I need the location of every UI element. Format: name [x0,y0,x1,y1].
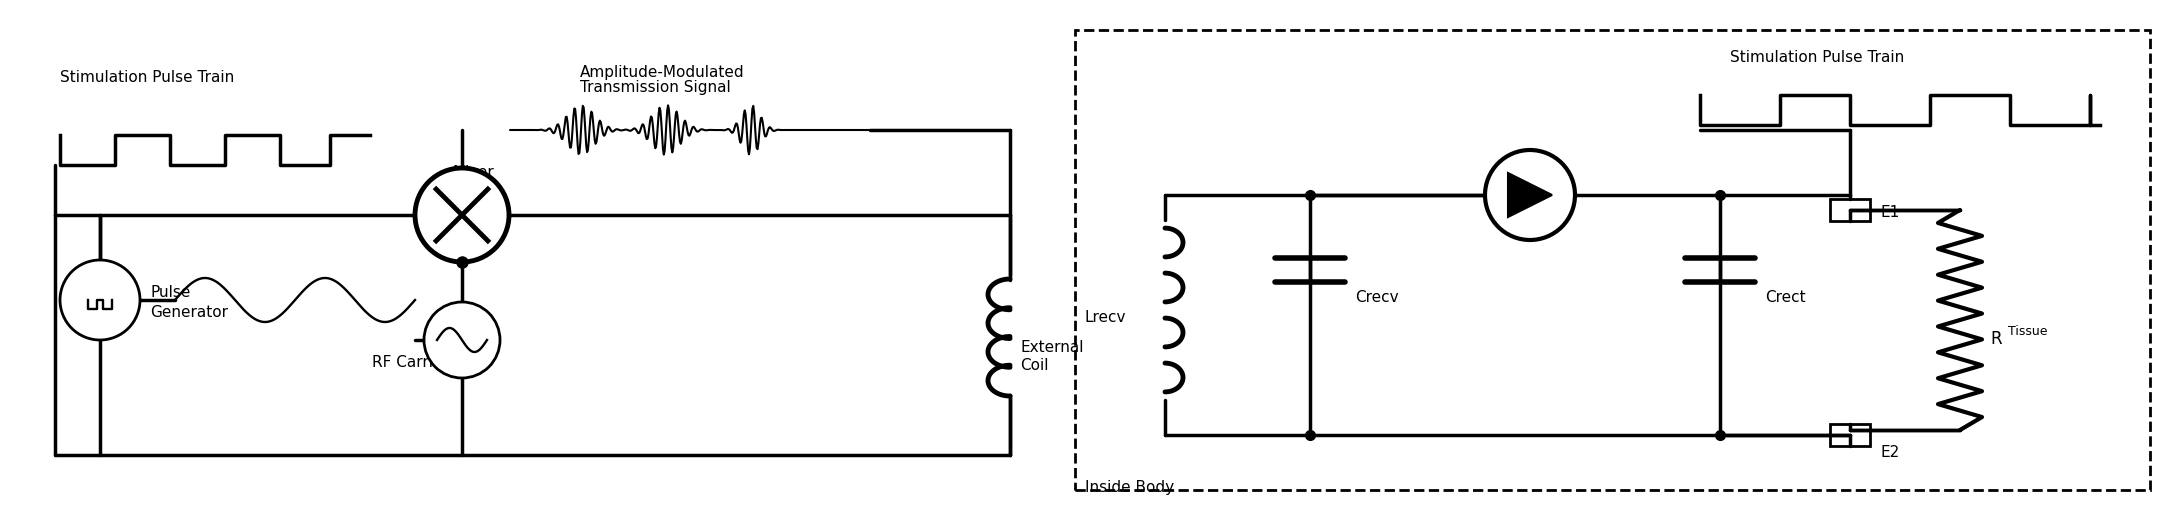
Text: Amplitude-Modulated: Amplitude-Modulated [581,65,744,80]
Text: Crect: Crect [1764,290,1805,305]
Text: RF Carrier: RF Carrier [372,355,448,370]
Bar [1829,199,1870,221]
Text: E1: E1 [1879,205,1899,220]
Text: Lrecv: Lrecv [1085,310,1127,325]
Text: Stimulation Pulse Train: Stimulation Pulse Train [61,70,235,85]
Text: Inside Body: Inside Body [1085,480,1175,495]
Circle shape [424,302,500,378]
Text: Transmission Signal: Transmission Signal [581,80,731,95]
Bar [1829,424,1870,446]
Text: Generator: Generator [150,305,228,320]
Text: Drect: Drect [1505,165,1546,180]
Bar [1074,30,2151,490]
Circle shape [415,168,509,262]
Text: E2: E2 [1879,445,1899,460]
Polygon shape [1507,173,1553,217]
Text: Coil: Coil [1020,358,1048,373]
Text: External: External [1020,340,1083,355]
Text: Pulse: Pulse [150,285,191,300]
Text: Mixer: Mixer [452,165,494,180]
Text: Crecv: Crecv [1355,290,1399,305]
Text: Stimulation Pulse Train: Stimulation Pulse Train [1729,50,1905,65]
Text: R: R [1990,330,2001,348]
Text: Tissue: Tissue [2008,325,2047,338]
Circle shape [61,260,139,340]
Circle shape [1486,150,1575,240]
